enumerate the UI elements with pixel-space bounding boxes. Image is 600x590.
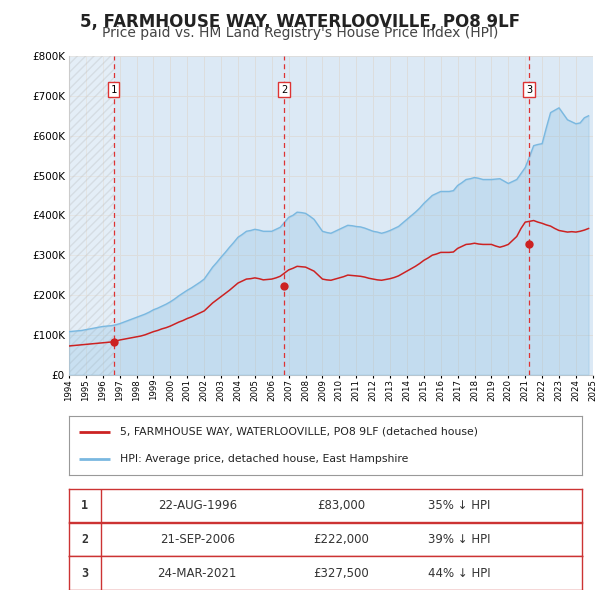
Text: 3: 3	[526, 84, 532, 94]
Text: 24-MAR-2021: 24-MAR-2021	[158, 566, 237, 580]
Text: 44% ↓ HPI: 44% ↓ HPI	[428, 566, 490, 580]
Text: 2: 2	[82, 533, 88, 546]
Text: 39% ↓ HPI: 39% ↓ HPI	[428, 533, 490, 546]
Text: £222,000: £222,000	[313, 533, 369, 546]
Text: 1: 1	[82, 499, 88, 512]
Text: 1: 1	[110, 84, 117, 94]
Text: 3: 3	[82, 566, 88, 580]
Text: HPI: Average price, detached house, East Hampshire: HPI: Average price, detached house, East…	[121, 454, 409, 464]
Bar	[69, 56, 113, 375]
Text: £327,500: £327,500	[313, 566, 369, 580]
Text: 5, FARMHOUSE WAY, WATERLOOVILLE, PO8 9LF: 5, FARMHOUSE WAY, WATERLOOVILLE, PO8 9LF	[80, 13, 520, 31]
Text: 5, FARMHOUSE WAY, WATERLOOVILLE, PO8 9LF (detached house): 5, FARMHOUSE WAY, WATERLOOVILLE, PO8 9LF…	[121, 427, 478, 437]
Text: 2: 2	[281, 84, 287, 94]
Text: £83,000: £83,000	[317, 499, 365, 512]
Text: 35% ↓ HPI: 35% ↓ HPI	[428, 499, 490, 512]
Text: 22-AUG-1996: 22-AUG-1996	[158, 499, 237, 512]
Text: 21-SEP-2006: 21-SEP-2006	[160, 533, 235, 546]
Text: Price paid vs. HM Land Registry's House Price Index (HPI): Price paid vs. HM Land Registry's House …	[102, 26, 498, 40]
